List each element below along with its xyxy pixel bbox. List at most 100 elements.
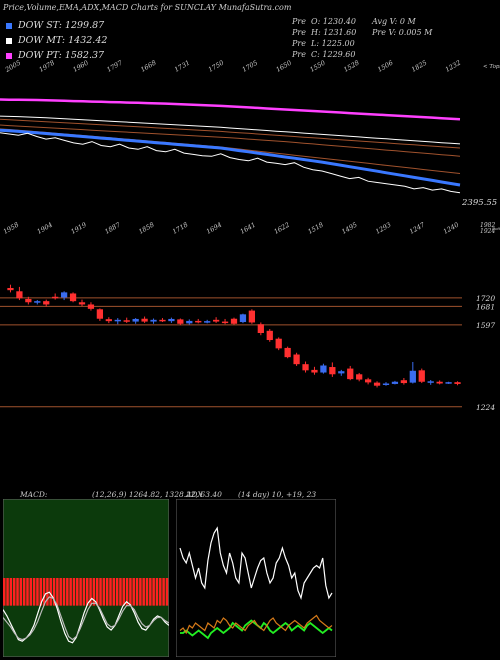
price-candle xyxy=(60,292,68,298)
price-panel: 1958 1904 1919 1887 1858 1718 1694 1641 1622 1518… xyxy=(0,222,500,412)
price-candle xyxy=(186,320,193,324)
price-candle xyxy=(43,301,50,305)
adx-line-plus-di xyxy=(180,619,333,640)
price-candle xyxy=(329,367,336,375)
stat-high: Pre H: 1231.60 xyxy=(292,28,357,37)
avg-volume: Avg V: 0 M xyxy=(372,17,416,26)
legend-dow-mt: DOW MT: 1432.42 xyxy=(6,35,107,49)
price-candle xyxy=(87,304,95,309)
price-candle xyxy=(7,287,14,291)
ema-corner-label: < Tops xyxy=(483,64,500,70)
macd-histogram-bar xyxy=(139,578,142,606)
macd-histogram-bar xyxy=(125,578,129,606)
macd-histogram-bar xyxy=(89,578,92,606)
ema-panel: 2005 1978 1960 1797 1668 1731 1750 1705 1650 1550… xyxy=(0,58,500,208)
ema-top-label: 1705 xyxy=(241,59,259,74)
macd-histogram-bar xyxy=(19,578,23,606)
price-candle xyxy=(221,321,229,324)
macd-histogram-bar xyxy=(155,578,159,606)
price-candle xyxy=(409,370,416,383)
ema-top-label: 1528 xyxy=(342,59,360,74)
macd-histogram-bar xyxy=(56,578,59,606)
price-top-label: 1858 xyxy=(137,222,155,236)
price-candle xyxy=(212,319,220,322)
price-level-label: 1224 xyxy=(476,403,495,412)
price-candle xyxy=(418,370,425,382)
macd-histogram-bar xyxy=(109,578,112,606)
macd-histogram-bar xyxy=(12,578,16,606)
price-top-label: 1887 xyxy=(103,222,122,236)
price-candle xyxy=(373,382,381,386)
price-candle xyxy=(230,318,238,324)
macd-histogram-bar xyxy=(159,578,162,606)
price-bottom-label: 1982 xyxy=(480,222,495,229)
macd-histogram-bar xyxy=(59,578,62,606)
ema-line-ema-brown-1 xyxy=(0,118,461,149)
price-candle xyxy=(248,310,256,323)
adx-background xyxy=(176,499,336,657)
price-level-label: 1681 xyxy=(476,302,495,311)
price-candle xyxy=(382,383,390,385)
price-candle xyxy=(320,365,327,373)
price-candle xyxy=(96,309,104,319)
ema-line-dow-st xyxy=(0,128,461,187)
macd-histogram-bar xyxy=(49,578,52,606)
ema-line-dow-mt xyxy=(0,115,461,145)
macd-histogram-bar xyxy=(86,578,89,606)
macd-title: MACD: xyxy=(20,490,48,499)
macd-histogram-bar xyxy=(66,578,69,606)
page-title: Price,Volume,EMA,ADX,MACD Charts for SUN… xyxy=(3,3,292,12)
price-top-label: 1293 xyxy=(374,222,392,236)
ema-top-label: 1650 xyxy=(275,59,293,74)
macd-histogram-bar xyxy=(62,578,66,606)
legend-dow-st: DOW ST: 1299.87 xyxy=(6,20,104,34)
price-top-label: 1641 xyxy=(239,222,257,236)
price-candle xyxy=(69,293,77,302)
price-candle xyxy=(284,347,291,358)
price-level-label: 1597 xyxy=(476,321,495,330)
price-candle xyxy=(52,296,59,299)
price-candle xyxy=(141,318,148,322)
price-candle xyxy=(159,319,166,322)
legend-dow-pt: DOW PT: 1582.37 xyxy=(6,50,104,64)
macd-histogram-bar xyxy=(162,578,165,606)
macd-histogram-bar xyxy=(99,578,102,606)
price-candle xyxy=(364,379,372,383)
macd-histogram-bar xyxy=(26,578,29,606)
ema-top-label: 1825 xyxy=(410,59,428,74)
macd-histogram-bar xyxy=(6,578,9,606)
price-candle xyxy=(293,354,300,365)
stat-close: Pre C: 1229.60 xyxy=(292,50,356,59)
adx-line-adx xyxy=(179,526,333,601)
ema-top-label: 1668 xyxy=(139,59,157,74)
price-candle xyxy=(266,330,273,341)
macd-histogram-bar xyxy=(115,578,119,606)
macd-params: (12,26,9) 1264.82, 1328.22, 63.40 xyxy=(92,490,222,499)
macd-histogram-bar xyxy=(95,578,99,606)
macd-histogram-bar xyxy=(29,578,33,606)
price-candle xyxy=(177,319,184,324)
price-candle xyxy=(239,314,247,323)
macd-histogram-bar xyxy=(132,578,135,606)
price-candle xyxy=(347,368,354,380)
price-candle xyxy=(78,302,86,305)
price-candle xyxy=(445,382,452,384)
price-top-label: 1718 xyxy=(171,222,189,236)
macd-histogram-bar xyxy=(165,578,169,606)
macd-histogram-bar xyxy=(102,578,106,606)
legend-dow-mt-swatch xyxy=(6,37,12,44)
price-candle xyxy=(204,321,211,323)
price-candle xyxy=(311,369,318,373)
price-top-label: 1518 xyxy=(306,222,324,236)
macd-histogram-bar xyxy=(32,578,36,606)
macd-histogram-bar xyxy=(9,578,13,606)
adx-line-minus-di xyxy=(179,614,333,635)
price-top-label: 1694 xyxy=(205,222,223,236)
price-candle xyxy=(275,338,282,349)
macd-histogram-bar xyxy=(105,578,109,606)
price-candle xyxy=(302,364,309,371)
ema-top-label: 1978 xyxy=(38,59,56,74)
ema-top-label: 2005 xyxy=(3,59,22,75)
macd-histogram-bar xyxy=(16,578,19,606)
macd-histogram-bar xyxy=(79,578,82,606)
